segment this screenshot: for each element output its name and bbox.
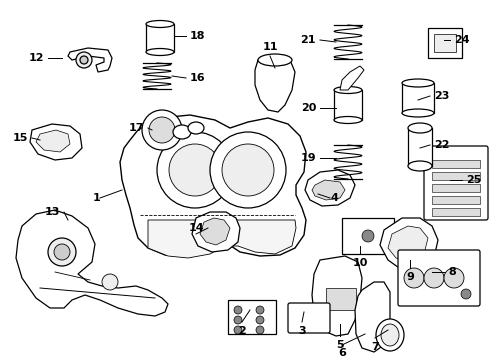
Text: 12: 12 — [28, 53, 44, 63]
Circle shape — [80, 56, 88, 64]
Circle shape — [54, 244, 70, 260]
FancyBboxPatch shape — [424, 146, 488, 220]
Ellipse shape — [146, 49, 174, 55]
Ellipse shape — [402, 109, 434, 117]
Bar — [432, 208, 480, 216]
Text: 10: 10 — [352, 258, 368, 268]
Bar — [432, 196, 480, 204]
Circle shape — [256, 326, 264, 334]
Bar — [342, 218, 394, 254]
Circle shape — [444, 268, 464, 288]
Circle shape — [234, 306, 242, 314]
Circle shape — [424, 268, 444, 288]
Circle shape — [142, 110, 182, 150]
Text: 1: 1 — [92, 193, 100, 203]
Bar — [334, 90, 362, 120]
Circle shape — [404, 268, 424, 288]
Polygon shape — [312, 256, 362, 336]
Polygon shape — [68, 48, 112, 72]
Circle shape — [234, 316, 242, 324]
Bar — [402, 83, 434, 113]
Text: 3: 3 — [298, 326, 306, 336]
Polygon shape — [192, 212, 240, 252]
Ellipse shape — [173, 125, 191, 139]
Text: 25: 25 — [466, 175, 481, 185]
Text: 2: 2 — [238, 326, 246, 336]
Ellipse shape — [408, 161, 432, 171]
Circle shape — [234, 326, 242, 334]
Bar — [434, 34, 456, 52]
Polygon shape — [36, 130, 70, 152]
Text: 16: 16 — [190, 73, 206, 83]
Text: 24: 24 — [454, 35, 469, 45]
Text: 23: 23 — [434, 91, 449, 101]
Text: 9: 9 — [406, 272, 414, 282]
Polygon shape — [120, 115, 306, 256]
FancyBboxPatch shape — [398, 250, 480, 306]
Bar — [408, 128, 432, 166]
Circle shape — [157, 132, 233, 208]
Bar — [228, 300, 276, 334]
Bar — [432, 184, 480, 192]
Ellipse shape — [334, 86, 362, 94]
Polygon shape — [312, 180, 345, 200]
Ellipse shape — [146, 21, 174, 27]
Circle shape — [169, 144, 221, 196]
Circle shape — [461, 289, 471, 299]
Polygon shape — [388, 226, 428, 262]
Polygon shape — [16, 210, 168, 316]
Polygon shape — [305, 170, 355, 206]
Ellipse shape — [381, 324, 399, 346]
Text: 6: 6 — [338, 348, 346, 358]
Bar — [432, 172, 480, 180]
Ellipse shape — [188, 122, 204, 134]
Ellipse shape — [376, 319, 404, 351]
Circle shape — [222, 144, 274, 196]
Text: 19: 19 — [300, 153, 316, 163]
Text: 11: 11 — [262, 42, 278, 52]
Polygon shape — [380, 218, 438, 270]
Circle shape — [149, 117, 175, 143]
Text: 22: 22 — [434, 140, 449, 150]
Bar — [432, 160, 480, 168]
Text: 5: 5 — [336, 340, 344, 350]
Circle shape — [76, 52, 92, 68]
Circle shape — [48, 238, 76, 266]
Circle shape — [362, 230, 374, 242]
FancyBboxPatch shape — [288, 303, 330, 333]
Polygon shape — [148, 220, 296, 258]
Text: 18: 18 — [190, 31, 205, 41]
Text: 8: 8 — [448, 267, 456, 277]
Ellipse shape — [408, 123, 432, 133]
Bar — [428, 28, 462, 58]
Text: 15: 15 — [13, 133, 28, 143]
Polygon shape — [355, 282, 390, 352]
Text: 4: 4 — [330, 193, 338, 203]
Circle shape — [210, 132, 286, 208]
Circle shape — [256, 316, 264, 324]
Polygon shape — [200, 218, 230, 245]
Polygon shape — [30, 124, 82, 160]
Text: 17: 17 — [128, 123, 144, 133]
Polygon shape — [255, 55, 295, 112]
Polygon shape — [340, 66, 364, 90]
Text: 7: 7 — [371, 342, 379, 352]
Ellipse shape — [402, 79, 434, 87]
Text: 14: 14 — [188, 223, 204, 233]
Ellipse shape — [258, 54, 292, 66]
Circle shape — [102, 274, 118, 290]
Text: 21: 21 — [300, 35, 316, 45]
Text: 20: 20 — [301, 103, 316, 113]
Ellipse shape — [334, 117, 362, 123]
Bar — [146, 24, 174, 52]
Text: 13: 13 — [45, 207, 60, 217]
Circle shape — [256, 306, 264, 314]
Bar — [326, 288, 356, 310]
